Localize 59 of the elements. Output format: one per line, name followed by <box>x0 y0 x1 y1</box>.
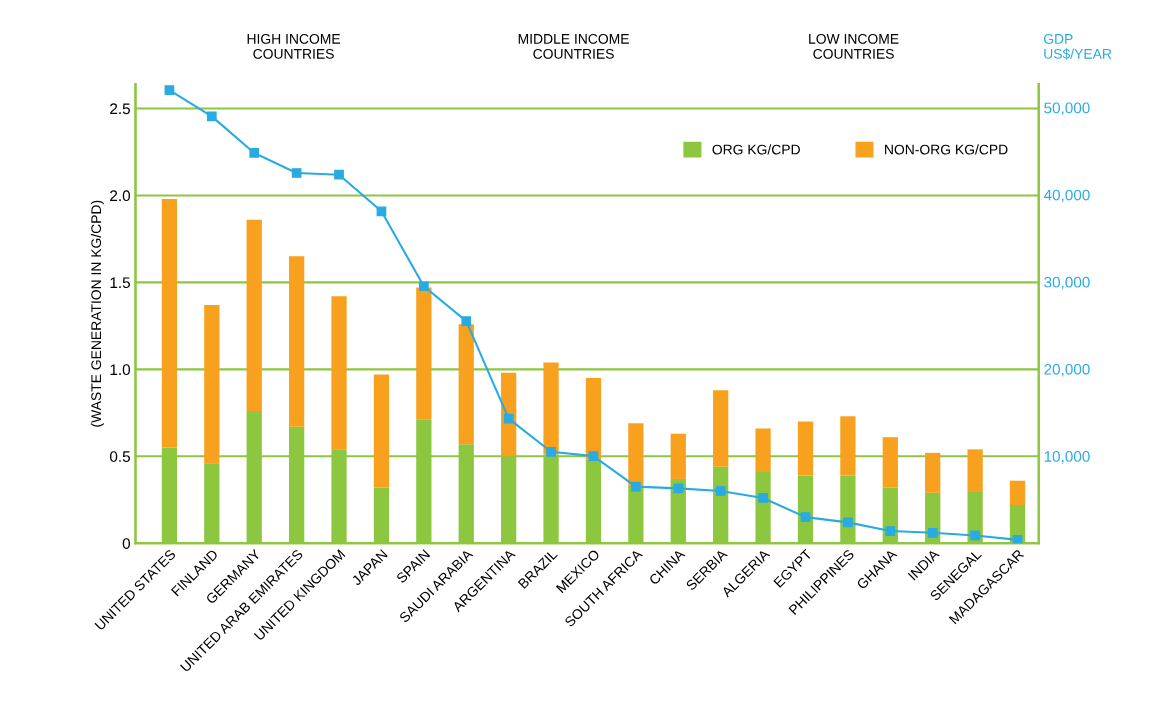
y-tick-label: 1.0 <box>110 364 131 376</box>
y2-tick-label: 20,000 <box>1044 363 1090 377</box>
bar <box>925 452 941 493</box>
point <box>758 493 768 503</box>
bar <box>458 324 474 445</box>
point <box>800 512 811 522</box>
point <box>631 481 641 492</box>
bar <box>246 219 262 412</box>
y2-tick-label: 30,000 <box>1044 276 1090 290</box>
text: LOW INCOME COUNTRIES <box>809 33 899 59</box>
y-axis-title: (WASTE GENERATION IN KG/CPD) <box>90 200 104 427</box>
text: HIGH INCOME COUNTRIES <box>247 33 341 59</box>
point <box>673 483 684 494</box>
bar <box>331 296 347 450</box>
legend-label: NON-ORG KG/CPD <box>885 144 1008 155</box>
point <box>588 451 599 462</box>
bar <box>416 287 432 420</box>
bar <box>755 428 771 472</box>
point <box>334 169 344 180</box>
bar <box>797 421 814 476</box>
bar <box>543 362 559 455</box>
point <box>715 486 726 496</box>
point <box>885 526 896 536</box>
bar <box>161 198 178 448</box>
y-tick-label: 0.5 <box>109 451 130 462</box>
point <box>546 446 556 457</box>
point <box>164 85 175 96</box>
point <box>503 413 514 424</box>
point <box>927 527 938 538</box>
point <box>249 148 260 158</box>
legend-label: ORG KG/CPD <box>712 144 800 155</box>
y2-tick-label: 40,000 <box>1043 189 1090 203</box>
y-tick-label: 2.0 <box>110 190 131 202</box>
bar <box>204 305 220 464</box>
y-tick-label: 2.5 <box>110 103 130 115</box>
bar <box>713 390 729 467</box>
y2-axis-title: GDP US$/YEAR <box>1043 33 1112 60</box>
bar <box>882 437 898 488</box>
y-tick-label: 1.5 <box>110 277 130 289</box>
bar <box>288 256 305 427</box>
bar <box>840 416 856 476</box>
point <box>206 111 217 122</box>
y2-tick-label: 10,000 <box>1044 451 1090 464</box>
bar <box>373 374 390 488</box>
point <box>291 168 302 178</box>
bar <box>967 449 983 492</box>
point <box>970 530 980 541</box>
point <box>376 206 387 217</box>
text: MIDDLE INCOME COUNTRIES <box>518 33 629 59</box>
bar <box>670 433 686 479</box>
y-tick-label: 0 <box>122 538 131 549</box>
point <box>1012 534 1023 544</box>
y2-tick-label: 50,000 <box>1044 102 1090 116</box>
bar <box>628 423 644 486</box>
point <box>461 316 472 326</box>
bar <box>585 378 602 460</box>
point <box>843 517 853 528</box>
bar <box>1009 480 1026 506</box>
point <box>418 281 429 292</box>
